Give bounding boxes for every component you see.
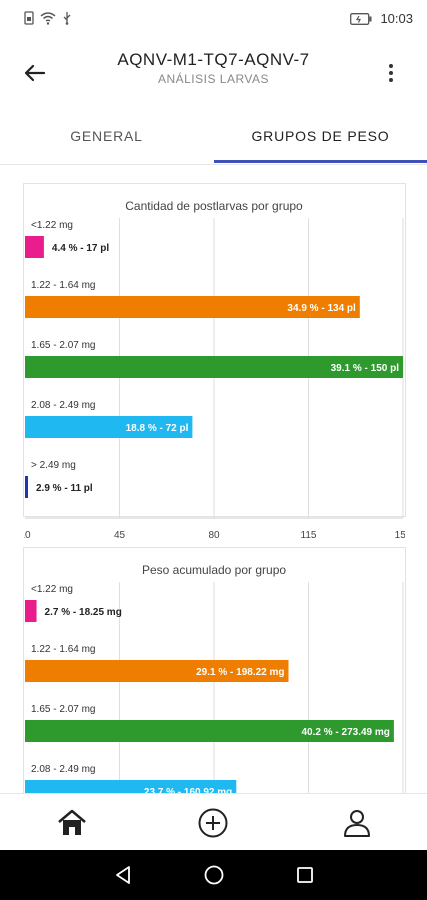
bar [25, 660, 289, 682]
back-triangle-icon [116, 866, 130, 884]
system-recents-button[interactable] [294, 864, 316, 886]
sim-icon [24, 11, 34, 25]
bar [25, 780, 237, 793]
x-tick-label: 80 [208, 530, 220, 541]
wifi-icon [40, 11, 56, 25]
usb-icon [63, 12, 71, 25]
bar [25, 416, 193, 438]
back-button[interactable] [20, 58, 50, 88]
bar [25, 356, 403, 378]
overflow-menu-button[interactable] [381, 58, 401, 88]
home-icon [58, 809, 86, 835]
bar-value-label: 29.1 % - 198.22 mg [196, 667, 284, 678]
nav-home-button[interactable] [55, 806, 89, 840]
bar [25, 236, 44, 258]
bar-value-label: 2.9 % - 11 pl [36, 483, 93, 494]
nav-profile-button[interactable] [340, 806, 374, 840]
bar-value-label: 40.2 % - 273.49 mg [301, 727, 389, 738]
category-label: <1.22 mg [31, 584, 73, 595]
x-tick-label: 45 [114, 530, 126, 541]
bar-value-label: 2.7 % - 18.25 mg [45, 607, 122, 618]
category-label: 1.65 - 2.07 mg [31, 340, 95, 351]
chart-card-cantidad: Cantidad de postlarvas por grupo <1.22 mg… [23, 183, 406, 541]
bar-value-label: 18.8 % - 72 pl [126, 423, 189, 434]
charts-scroll-area[interactable]: Cantidad de postlarvas por grupo <1.22 mg… [0, 165, 427, 793]
category-label: 1.22 - 1.64 mg [31, 280, 95, 291]
system-home-button[interactable] [203, 864, 225, 886]
status-time: 10:03 [380, 11, 413, 26]
bottom-navigation [0, 793, 427, 851]
page-subtitle: ANÁLISIS LARVAS [157, 72, 270, 86]
bar [25, 600, 37, 622]
category-label: <1.22 mg [31, 220, 73, 231]
category-label: 2.08 - 2.49 mg [31, 764, 95, 775]
x-tick-label: 150 [395, 530, 405, 541]
category-label: > 2.49 mg [31, 460, 76, 471]
system-nav-bar [0, 850, 427, 900]
home-circle-icon [204, 865, 224, 885]
tab-grupos-de-peso[interactable]: GRUPOS DE PESO [251, 128, 390, 144]
bar-value-label: 4.4 % - 17 pl [52, 243, 109, 254]
chart-cantidad-postlarvas: Cantidad de postlarvas por grupo <1.22 mg… [24, 199, 405, 541]
category-label: 1.22 - 1.64 mg [31, 644, 95, 655]
tab-bar: GENERAL GRUPOS DE PESO [0, 108, 427, 165]
chart-card-peso: Peso acumulado por grupo <1.22 mg 2.7 % - … [23, 547, 406, 793]
tab-general[interactable]: GENERAL [70, 128, 143, 144]
category-label: 2.08 - 2.49 mg [31, 400, 95, 411]
tab-active-indicator [214, 160, 427, 163]
nav-add-button[interactable] [196, 806, 230, 840]
status-icons-left [24, 11, 72, 25]
x-tick-label: 115 [301, 530, 317, 541]
status-bar: 10:03 [0, 0, 427, 36]
chart-title: Peso acumulado por grupo [142, 563, 286, 577]
page-title: AQNV-M1-TQ7-AQNV-7 [117, 50, 310, 69]
bar-value-label: 23.7 % - 160.92 mg [144, 787, 232, 793]
person-icon [344, 810, 370, 837]
category-label: 1.65 - 2.07 mg [31, 704, 95, 715]
bar-value-label: 34.9 % - 134 pl [287, 303, 356, 314]
add-circle-icon [198, 808, 228, 838]
x-tick-label: 10 [24, 530, 31, 541]
recents-square-icon [297, 867, 313, 883]
chart-peso-acumulado: Peso acumulado por grupo <1.22 mg 2.7 % - … [25, 563, 404, 793]
system-back-button[interactable] [112, 864, 134, 886]
battery-icon [350, 12, 372, 25]
bar-value-label: 39.1 % - 150 pl [331, 363, 400, 374]
arrow-left-icon [24, 64, 46, 82]
bar [25, 296, 360, 318]
bar [25, 720, 394, 742]
bar [25, 476, 28, 498]
chart-title: Cantidad de postlarvas por grupo [125, 199, 303, 213]
more-vert-icon [389, 64, 393, 82]
status-icons-right: 10:03 [350, 11, 413, 26]
app-header: AQNV-M1-TQ7-AQNV-7 ANÁLISIS LARVAS [0, 36, 427, 108]
